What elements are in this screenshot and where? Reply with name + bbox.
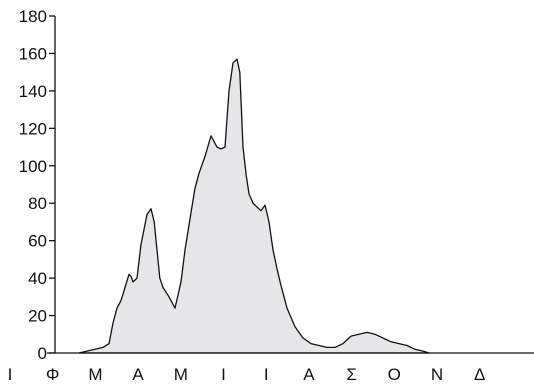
y-tick-label: 80 bbox=[28, 194, 47, 213]
y-tick-label: 160 bbox=[19, 44, 47, 63]
plot-area bbox=[78, 58, 430, 354]
x-tick-label: Ι bbox=[8, 365, 13, 384]
x-tick-label: Δ bbox=[474, 365, 485, 384]
x-tick-label: Ν bbox=[431, 365, 443, 384]
y-tick-label: 0 bbox=[38, 344, 47, 363]
x-tick-label: Μ bbox=[88, 365, 102, 384]
y-tick-label: 60 bbox=[28, 232, 47, 251]
y-tick-label: 180 bbox=[19, 7, 47, 26]
x-tick-label: Ο bbox=[388, 365, 401, 384]
y-tick-label: 40 bbox=[28, 269, 47, 288]
y-tick-label: 120 bbox=[19, 119, 47, 138]
x-tick-label: Φ bbox=[46, 365, 60, 384]
x-tick-label: Ι bbox=[221, 365, 226, 384]
area-series-0 bbox=[78, 58, 430, 354]
x-tick-label: Α bbox=[132, 365, 144, 384]
x-tick-label: Ι bbox=[264, 365, 269, 384]
y-tick-label: 20 bbox=[28, 307, 47, 326]
y-axis: 0 20 40 60 80 100 120 140 160 180 bbox=[19, 7, 56, 363]
y-tick-label: 140 bbox=[19, 82, 47, 101]
x-tick-label: Α bbox=[303, 365, 315, 384]
x-tick-label: Μ bbox=[174, 365, 188, 384]
x-tick-label: Σ bbox=[346, 365, 357, 384]
y-tick-label: 100 bbox=[19, 157, 47, 176]
